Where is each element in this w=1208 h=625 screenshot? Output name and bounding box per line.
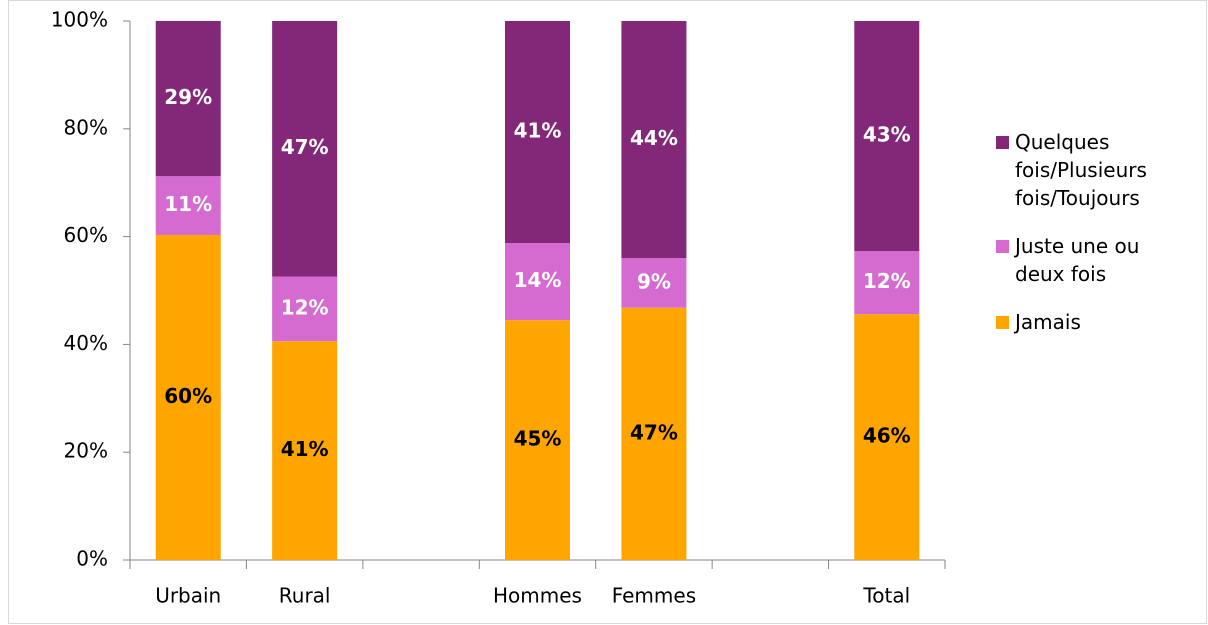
data-label: 43%	[863, 123, 911, 147]
legend-swatch	[996, 240, 1009, 253]
bar-segment	[272, 21, 338, 277]
data-label: 12%	[863, 269, 911, 293]
y-tick-label: 0%	[76, 547, 108, 571]
data-label: 29%	[164, 85, 212, 109]
data-label: 44%	[630, 126, 678, 150]
legend: Quelques fois/Plusieurs fois/Toujours Jus…	[996, 128, 1186, 356]
legend-swatch	[996, 136, 1009, 149]
x-tick-label: Femmes	[612, 584, 696, 608]
y-tick-label: 100%	[51, 8, 108, 32]
data-label: 47%	[281, 135, 329, 159]
data-label: 11%	[164, 192, 212, 216]
bar-segment	[621, 258, 687, 308]
data-label: 46%	[863, 424, 911, 448]
bar-segment	[505, 320, 570, 560]
bar-segment	[854, 21, 920, 252]
bar-segment	[621, 307, 687, 560]
bar-segment	[854, 251, 920, 315]
legend-item: Jamais	[996, 308, 1186, 336]
data-label: 45%	[514, 427, 562, 451]
bar-segment	[155, 234, 221, 560]
chart-border	[8, 0, 1207, 624]
bar-segment	[505, 243, 570, 321]
y-tick-label: 20%	[64, 439, 108, 463]
legend-item: Juste une ou deux fois	[996, 232, 1186, 288]
y-tick-label: 60%	[64, 223, 108, 247]
bar-segment	[854, 314, 920, 560]
y-tick-label: 80%	[64, 115, 108, 139]
data-label: 60%	[164, 384, 212, 408]
legend-swatch	[996, 316, 1009, 329]
legend-label: Quelques fois/Plusieurs fois/Toujours	[1015, 130, 1147, 210]
data-label: 9%	[637, 269, 671, 293]
legend-item: Quelques fois/Plusieurs fois/Toujours	[996, 128, 1186, 212]
bar-segment	[505, 21, 570, 244]
legend-label: Jamais	[1015, 310, 1081, 334]
data-label: 41%	[281, 437, 329, 461]
bar-segment	[272, 341, 338, 560]
x-tick-label: Total	[862, 584, 910, 608]
data-label: 14%	[514, 268, 562, 292]
x-tick-label: Urbain	[155, 584, 221, 608]
bar-segment	[272, 276, 338, 342]
data-label: 47%	[630, 420, 678, 444]
data-label: 41%	[514, 119, 562, 143]
bar-segment	[155, 176, 221, 235]
legend-label: Juste une ou deux fois	[1015, 234, 1140, 286]
x-tick-label: Hommes	[493, 584, 582, 608]
bar-segment	[155, 21, 221, 177]
bar-segment	[621, 21, 687, 259]
x-tick-label: Rural	[279, 584, 331, 608]
y-tick-label: 40%	[64, 331, 108, 355]
data-label: 12%	[281, 295, 329, 319]
